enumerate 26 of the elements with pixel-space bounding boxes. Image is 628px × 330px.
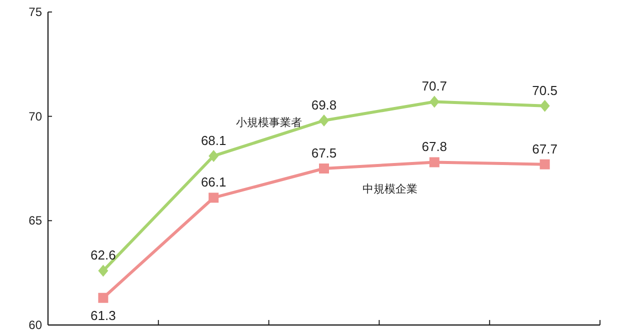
y-tick-label: 75 <box>28 5 42 19</box>
data-label: 69.8 <box>311 98 337 113</box>
point <box>98 292 108 303</box>
series-label: 小規模事業者 <box>236 116 302 130</box>
data-label: 70.5 <box>532 82 558 98</box>
data-label: 68.1 <box>200 132 226 148</box>
point <box>540 159 550 170</box>
point <box>208 192 219 203</box>
point <box>429 157 440 168</box>
point <box>208 150 219 162</box>
data-label: 61.3 <box>90 308 116 323</box>
y-tick-label: 70 <box>28 109 42 124</box>
data-label: 67.7 <box>532 141 558 156</box>
point <box>319 114 329 127</box>
data-label: 67.5 <box>311 146 337 160</box>
data-label: 62.6 <box>90 248 116 263</box>
data-label: 66.1 <box>200 174 226 190</box>
y-tick-label: 65 <box>28 214 42 228</box>
y-tick-label: 60 <box>28 318 42 330</box>
point <box>319 164 329 174</box>
point <box>540 100 550 112</box>
data-label: 70.7 <box>422 78 448 94</box>
data-label: 67.8 <box>422 139 448 154</box>
point <box>429 96 440 108</box>
series-label: 中規模企業 <box>362 182 418 196</box>
point <box>98 264 108 277</box>
